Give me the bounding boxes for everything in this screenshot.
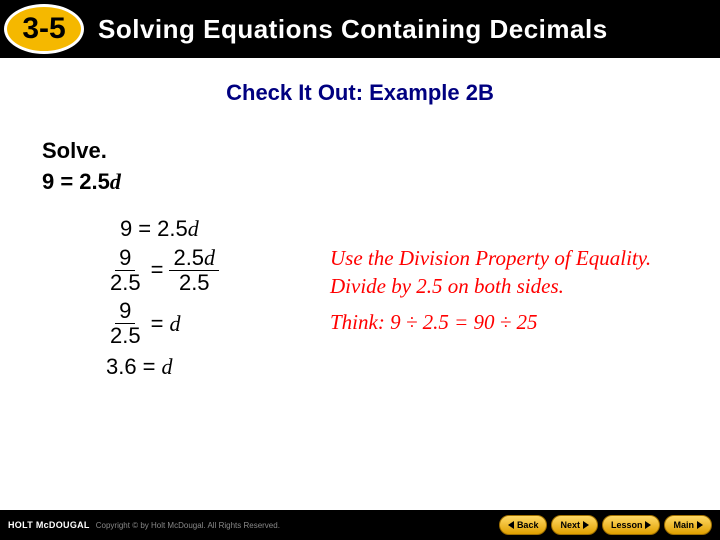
equation-line-4: 3.6 = d [106, 354, 322, 380]
equation-line-2: 9 2.5 = 2.5d 2.5 [106, 246, 322, 295]
footer-bar: HOLT McDOUGAL Copyright © by Holt McDoug… [0, 510, 720, 540]
fraction-left-3: 9 2.5 [106, 299, 145, 348]
content-area: Solve. 9 = 2.5d 9 = 2.5d 9 2.5 = 2.5d 2.… [0, 106, 720, 384]
header-bar: 3-5 Solving Equations Containing Decimal… [0, 0, 720, 58]
main-button[interactable]: Main [664, 515, 712, 535]
footer-left: HOLT McDOUGAL Copyright © by Holt McDoug… [8, 520, 280, 530]
arrow-right-icon [583, 521, 589, 529]
arrow-left-icon [508, 521, 514, 529]
equation-line-1: 9 = 2.5d [120, 216, 322, 242]
equation-line-3: 9 2.5 = d [106, 299, 322, 348]
section-number: 3-5 [22, 12, 65, 46]
work-area: 9 = 2.5d 9 2.5 = 2.5d 2.5 9 2.5 [42, 216, 678, 385]
back-button[interactable]: Back [499, 515, 548, 535]
lesson-button[interactable]: Lesson [602, 515, 661, 535]
problem-equation: 9 = 2.5d [42, 167, 678, 198]
explanation-line-1: Use the Division Property of Equality. D… [330, 244, 678, 301]
equation-steps: 9 = 2.5d 9 2.5 = 2.5d 2.5 9 2.5 [42, 216, 322, 385]
fraction-left-2: 9 2.5 [106, 246, 145, 295]
lesson-title: Solving Equations Containing Decimals [98, 14, 608, 45]
example-subtitle: Check It Out: Example 2B [0, 80, 720, 106]
publisher-logo: HOLT McDOUGAL [8, 520, 90, 530]
explanation-text: Use the Division Property of Equality. D… [322, 216, 678, 385]
footer-nav: Back Next Lesson Main [499, 515, 712, 535]
section-number-badge: 3-5 [4, 4, 84, 54]
solve-label: Solve. [42, 136, 678, 167]
explanation-line-2: Think: 9 ÷ 2.5 = 90 ÷ 25 [330, 308, 678, 336]
arrow-right-icon [645, 521, 651, 529]
fraction-right-2: 2.5d 2.5 [169, 246, 219, 295]
copyright-text: Copyright © by Holt McDougal. All Rights… [96, 521, 280, 530]
problem-statement: Solve. 9 = 2.5d [42, 136, 678, 198]
next-button[interactable]: Next [551, 515, 598, 535]
arrow-right-icon [697, 521, 703, 529]
